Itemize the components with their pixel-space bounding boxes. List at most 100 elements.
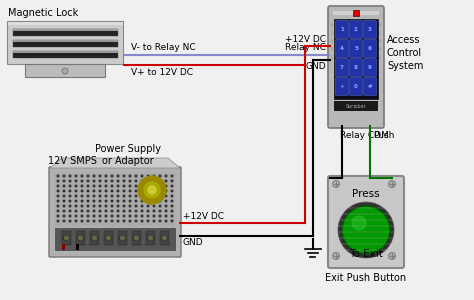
Circle shape — [140, 209, 144, 212]
Circle shape — [147, 235, 154, 241]
Text: +12V DC: +12V DC — [183, 212, 224, 221]
Circle shape — [134, 235, 139, 241]
Circle shape — [62, 68, 68, 74]
Circle shape — [171, 200, 173, 202]
Bar — [104, 231, 113, 245]
Circle shape — [99, 184, 101, 188]
Circle shape — [117, 190, 119, 193]
Bar — [331, 39, 333, 43]
Circle shape — [122, 190, 126, 193]
FancyBboxPatch shape — [350, 59, 362, 76]
Text: 2: 2 — [354, 27, 358, 32]
Text: Relay NC: Relay NC — [285, 43, 326, 52]
Bar — [334, 19, 378, 99]
Bar — [13, 51, 118, 58]
Text: 0: 0 — [354, 84, 358, 89]
Circle shape — [86, 205, 90, 208]
Circle shape — [128, 214, 131, 218]
Circle shape — [146, 179, 149, 182]
Circle shape — [135, 184, 137, 188]
Circle shape — [128, 200, 131, 202]
Bar — [146, 231, 155, 245]
Circle shape — [158, 205, 162, 208]
Circle shape — [63, 214, 65, 218]
Circle shape — [153, 179, 155, 182]
FancyBboxPatch shape — [350, 21, 362, 38]
Circle shape — [140, 194, 144, 197]
Circle shape — [164, 190, 167, 193]
Bar — [333, 11, 379, 15]
Bar — [13, 40, 118, 41]
Circle shape — [92, 184, 95, 188]
Circle shape — [135, 194, 137, 197]
Circle shape — [81, 209, 83, 212]
Circle shape — [56, 175, 60, 178]
Bar — [353, 10, 359, 16]
Circle shape — [56, 214, 60, 218]
Circle shape — [74, 209, 78, 212]
Circle shape — [146, 209, 149, 212]
Circle shape — [110, 194, 113, 197]
Bar — [118, 231, 127, 245]
Bar — [331, 31, 333, 35]
Text: GND: GND — [305, 62, 326, 71]
Bar — [331, 47, 333, 51]
Circle shape — [135, 190, 137, 193]
Circle shape — [117, 184, 119, 188]
Text: #: # — [368, 84, 372, 89]
Bar — [379, 39, 381, 43]
Circle shape — [128, 175, 131, 178]
Circle shape — [171, 184, 173, 188]
FancyBboxPatch shape — [350, 78, 362, 95]
Circle shape — [153, 184, 155, 188]
Circle shape — [104, 194, 108, 197]
Circle shape — [122, 175, 126, 178]
Circle shape — [81, 179, 83, 182]
Circle shape — [128, 220, 131, 223]
Circle shape — [99, 220, 101, 223]
Circle shape — [106, 235, 111, 241]
Text: V- to Relay NC: V- to Relay NC — [131, 43, 196, 52]
Bar — [334, 101, 378, 111]
Text: Magnetic Lock: Magnetic Lock — [8, 8, 78, 18]
Circle shape — [92, 175, 95, 178]
FancyBboxPatch shape — [364, 21, 376, 38]
Circle shape — [74, 190, 78, 193]
Circle shape — [171, 205, 173, 208]
Circle shape — [86, 194, 90, 197]
Text: 3: 3 — [368, 27, 372, 32]
Circle shape — [74, 175, 78, 178]
Circle shape — [104, 205, 108, 208]
Text: 8: 8 — [354, 65, 358, 70]
Circle shape — [389, 253, 395, 260]
Circle shape — [122, 205, 126, 208]
Circle shape — [122, 200, 126, 202]
Circle shape — [69, 194, 72, 197]
Polygon shape — [50, 158, 180, 168]
Circle shape — [74, 184, 78, 188]
Circle shape — [171, 179, 173, 182]
Bar — [379, 23, 381, 27]
Circle shape — [63, 209, 65, 212]
Circle shape — [86, 179, 90, 182]
Circle shape — [56, 220, 60, 223]
Circle shape — [63, 175, 65, 178]
Circle shape — [56, 205, 60, 208]
Circle shape — [158, 179, 162, 182]
Text: 6: 6 — [368, 46, 372, 51]
Circle shape — [74, 205, 78, 208]
Circle shape — [171, 175, 173, 178]
FancyBboxPatch shape — [364, 59, 376, 76]
Circle shape — [92, 190, 95, 193]
Circle shape — [117, 205, 119, 208]
Circle shape — [140, 190, 144, 193]
Circle shape — [158, 214, 162, 218]
Circle shape — [140, 175, 144, 178]
Circle shape — [146, 205, 149, 208]
Text: GND: GND — [183, 238, 204, 247]
Bar — [76, 244, 79, 250]
Circle shape — [63, 205, 65, 208]
Circle shape — [110, 190, 113, 193]
Circle shape — [69, 200, 72, 202]
Circle shape — [389, 181, 395, 188]
